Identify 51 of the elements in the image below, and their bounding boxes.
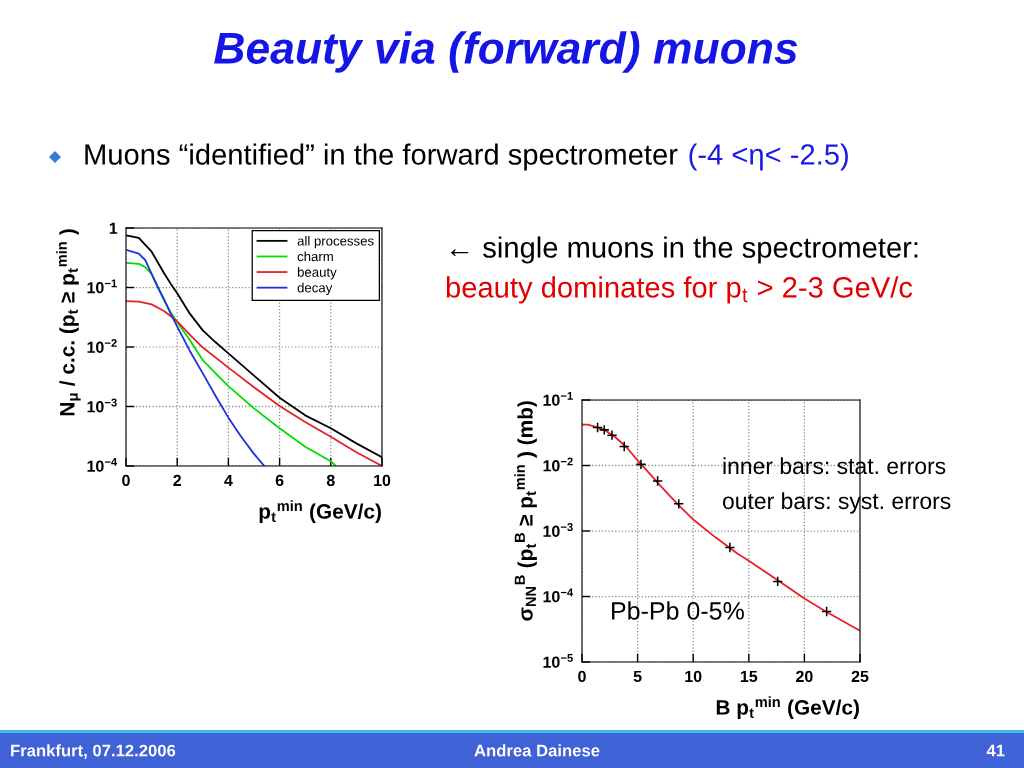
x-tick-label: 4 [224, 474, 233, 486]
point [652, 475, 664, 487]
x-tick-label: 5 [633, 670, 642, 683]
point [618, 441, 630, 452]
text: (-4 <η< -2.5) [689, 143, 848, 171]
text: beauty dominates for p$_{t}$ > 2-3 GeV/c [446, 276, 913, 304]
y-tick-label: 10$^{−2}$ [87, 339, 117, 353]
x-tick-label: 0 [578, 670, 586, 683]
y-tick-label: 10$^{−1}$ [543, 392, 573, 406]
point [598, 424, 610, 436]
text: σ$_{NN}$$^{B}$ (p$_{t}$$^{B}$ ≥ p$_{t}$$^{min}$ ) (mb) [514, 401, 537, 621]
x-tick-label: 0 [122, 474, 130, 487]
point [772, 575, 784, 587]
y-tick-label: 10$^{−2}$ [543, 457, 573, 472]
y-tick-label: 10$^{−4}$ [87, 458, 118, 472]
point [673, 498, 685, 510]
y-tick-label: 10$^{−5}$ [543, 654, 573, 668]
text: Frankfurt, 07.12.2006 [11, 744, 176, 759]
x-tick-label: 15 [740, 670, 758, 683]
text: Andrea Dainese [474, 744, 600, 757]
x-tick-label: 10 [685, 670, 702, 683]
line-series [126, 248, 266, 466]
text: ← single muons in the spectrometer: [450, 236, 918, 264]
legend-label: all processes [297, 235, 374, 249]
x-tick-label: 6 [275, 474, 284, 487]
x-tick-label: 10 [374, 474, 391, 487]
legend-label: decay [297, 282, 333, 296]
legend-label: charm [297, 251, 333, 262]
line-series [126, 261, 337, 466]
chart-subtitle: Muons “identified” in the forward spectrometer [85, 143, 678, 171]
text: 41 [986, 744, 1005, 757]
point [724, 542, 736, 553]
x-tick-label: 2 [173, 474, 181, 486]
y-axis-title: N$_{μ}$ / c.c. (p$_{t}$ ≥ p$_{t}$$^{min}$ ) [56, 229, 81, 416]
x-tick-label: 8 [326, 474, 335, 487]
x-axis-title: p$_{t}$$^{min}$ (GeV/c) [259, 500, 381, 523]
y-tick-label: 10$^{−4}$ [543, 588, 574, 603]
point [821, 606, 833, 617]
y-tick-label: 10$^{−3}$ [543, 523, 573, 537]
y-tick-label: 10$^{−3}$ [87, 398, 117, 413]
x-tick-label: 20 [796, 670, 813, 683]
text: Beauty via (forward) muons [214, 31, 798, 73]
point [635, 458, 647, 470]
point [592, 422, 603, 433]
legend-label: beauty [297, 267, 337, 280]
x-axis-title: B p$_{t}$$^{min}$ (GeV/c) [716, 696, 859, 719]
x-tick-label: 25 [851, 670, 869, 683]
point [606, 429, 618, 441]
y-tick-label: 10$^{−1}$ [87, 279, 117, 294]
annotation: Pb-Pb 0-5% [612, 601, 744, 620]
y-tick-label: 1 [109, 222, 118, 234]
